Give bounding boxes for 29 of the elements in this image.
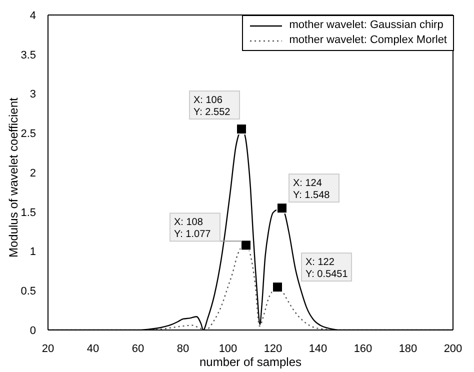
y-tick-label: 3.5 (20, 49, 36, 62)
y-tick-label: 1.5 (20, 206, 36, 219)
y-tick-label: 1 (30, 246, 36, 258)
legend-label: mother wavelet: Gaussian chirp (289, 18, 444, 33)
x-tick-label: 20 (42, 342, 54, 355)
annotation: X: 108 Y: 1.077 (174, 217, 212, 240)
x-tick-label: 60 (132, 342, 144, 355)
legend-label: mother wavelet: Complex Morlet (289, 33, 447, 48)
y-axis-title: Modulus of wavelet coefficient (6, 96, 20, 258)
annotation: X: 124 Y: 1.548 (293, 178, 330, 202)
annotation: X: 122 Y: 0.5451 (306, 257, 348, 280)
point (236, 124, 247, 135)
x-tick-label: 120 (264, 342, 282, 355)
y-tick-label: 2 (30, 167, 36, 180)
x-tick-label: 140 (308, 342, 328, 355)
x-tick-label: 100 (218, 342, 238, 355)
x-tick-label: 160 (354, 342, 372, 355)
annotation: X: 106 Y: 2.552 (194, 95, 231, 118)
y-tick-label: 2.5 (20, 128, 36, 140)
y-tick-label: 4 (30, 10, 36, 22)
y-tick-label: 0 (30, 324, 36, 337)
x-tick-label: 80 (176, 342, 190, 355)
x-axis-title: number of samples (199, 355, 302, 369)
x-tick-label: 180 (398, 342, 418, 355)
y-tick-label: 0.5 (20, 286, 36, 298)
y-tick-label: 3 (30, 88, 36, 101)
x-tick-label: 200 (444, 342, 462, 355)
x-tick-label: 40 (86, 342, 100, 355)
point (276, 202, 288, 214)
